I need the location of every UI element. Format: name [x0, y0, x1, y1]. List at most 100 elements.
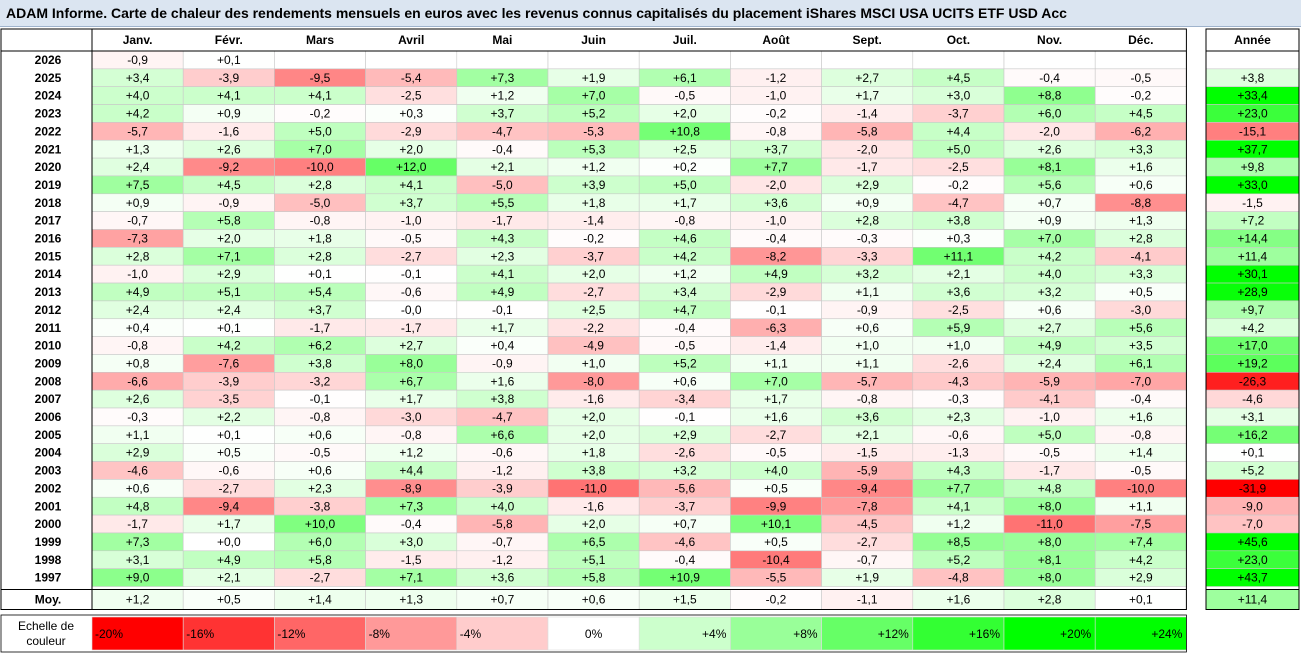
annual-value-2022: -15,1 — [1239, 124, 1267, 138]
value-2024-6: +7,0 — [582, 89, 606, 103]
value-2005-9: +2,1 — [855, 428, 879, 442]
cell-2026-6 — [547, 50, 640, 70]
page-title: ADAM Informe. Carte de chaleur des rende… — [6, 5, 1067, 21]
value-2022-7: +10,8 — [670, 124, 701, 138]
value-2010-10: +1,0 — [947, 339, 971, 353]
scale-label-1: -20% — [95, 627, 123, 641]
value-2015-2: +7,1 — [217, 249, 241, 263]
year-label-2017: 2017 — [35, 214, 62, 228]
value-2000-9: -4,5 — [857, 517, 878, 531]
annual-value-2007: -4,6 — [1242, 392, 1263, 406]
average-value-11: +2,8 — [1038, 593, 1062, 607]
value-2002-6: -11,0 — [580, 481, 607, 495]
value-2007-12: -0,4 — [1130, 392, 1151, 406]
average-value-9: -1,1 — [857, 593, 878, 607]
value-1997-9: +1,9 — [855, 571, 879, 585]
value-2023-6: +5,2 — [582, 107, 606, 121]
value-2005-1: +1,1 — [126, 428, 150, 442]
value-2012-11: +0,6 — [1038, 303, 1062, 317]
average-label: Moy. — [35, 593, 61, 607]
value-2009-10: -2,6 — [948, 356, 969, 370]
value-2021-4: +2,0 — [399, 142, 423, 156]
cell-2026-8 — [730, 50, 822, 70]
value-2004-3: -0,5 — [310, 446, 331, 460]
value-1999-7: -4,6 — [674, 535, 695, 549]
value-2022-5: -4,7 — [492, 124, 513, 138]
value-2017-8: -1,0 — [766, 214, 787, 228]
value-2025-11: -0,4 — [1039, 71, 1060, 85]
value-2015-9: -3,3 — [857, 249, 878, 263]
year-label-2001: 2001 — [35, 499, 62, 513]
annual-header: Année — [1234, 33, 1271, 47]
year-label-2022: 2022 — [35, 124, 62, 138]
value-2018-11: +0,7 — [1038, 196, 1062, 210]
value-1998-1: +3,1 — [126, 553, 150, 567]
value-2024-1: +4,0 — [126, 89, 150, 103]
value-1998-11: +8,1 — [1038, 553, 1062, 567]
value-2012-6: +2,5 — [582, 303, 606, 317]
value-2006-1: -0,3 — [127, 410, 148, 424]
value-2005-11: +5,0 — [1038, 428, 1062, 442]
year-label-2016: 2016 — [35, 232, 62, 246]
year-label-1999: 1999 — [35, 535, 62, 549]
year-label-2021: 2021 — [35, 142, 62, 156]
scale-label-7: +4% — [702, 627, 727, 641]
value-2014-5: +4,1 — [491, 267, 515, 281]
year-label-2010: 2010 — [35, 339, 62, 353]
year-label-2003: 2003 — [35, 464, 62, 478]
value-2001-11: +8,0 — [1038, 499, 1062, 513]
cell-2026-9 — [821, 50, 914, 70]
value-2018-2: -0,9 — [218, 196, 239, 210]
value-2010-7: -0,5 — [674, 339, 695, 353]
value-2004-6: +1,8 — [582, 446, 606, 460]
value-2025-7: +6,1 — [673, 71, 697, 85]
value-2014-9: +3,2 — [855, 267, 879, 281]
value-2016-1: -7,3 — [127, 232, 148, 246]
year-label-2004: 2004 — [35, 446, 62, 460]
value-2009-9: +1,1 — [855, 356, 879, 370]
value-2011-5: +1,7 — [491, 321, 515, 335]
annual-cell-2026 — [1205, 50, 1300, 70]
value-2024-12: -0,2 — [1130, 89, 1151, 103]
value-2025-9: +2,7 — [855, 71, 879, 85]
month-header-12: Déc. — [1128, 33, 1153, 47]
scale-swatch-6 — [547, 616, 640, 651]
value-2004-10: -1,3 — [948, 446, 969, 460]
month-header-9: Sept. — [853, 33, 882, 47]
value-2008-10: -4,3 — [948, 374, 969, 388]
value-2003-8: +4,0 — [764, 464, 788, 478]
value-2021-1: +1,3 — [126, 142, 150, 156]
value-2016-3: +1,8 — [308, 232, 332, 246]
scale-swatch-5 — [456, 616, 549, 651]
value-2005-4: -0,8 — [401, 428, 422, 442]
value-2024-3: +4,1 — [308, 89, 332, 103]
value-2007-5: +3,8 — [491, 392, 515, 406]
year-label-2006: 2006 — [35, 410, 62, 424]
year-label-2007: 2007 — [35, 392, 62, 406]
average-value-1: +1,2 — [126, 593, 150, 607]
annual-value-2008: -26,3 — [1239, 374, 1267, 388]
value-2016-12: +2,8 — [1129, 232, 1153, 246]
value-2002-3: +2,3 — [308, 481, 332, 495]
value-2015-1: +2,8 — [126, 249, 150, 263]
value-1999-6: +6,5 — [582, 535, 606, 549]
average-value-2: +0,5 — [217, 593, 241, 607]
year-label-2018: 2018 — [35, 196, 62, 210]
value-2011-4: -1,7 — [401, 321, 422, 335]
value-1999-8: +0,5 — [764, 535, 788, 549]
value-2011-6: -2,2 — [583, 321, 604, 335]
value-2023-11: +6,0 — [1038, 107, 1062, 121]
value-2016-7: +4,6 — [673, 232, 697, 246]
value-2020-2: -9,2 — [218, 160, 239, 174]
value-2005-5: +6,6 — [491, 428, 515, 442]
value-2001-2: -9,4 — [218, 499, 239, 513]
value-2022-1: -5,7 — [127, 124, 148, 138]
value-2020-5: +2,1 — [491, 160, 515, 174]
value-2004-7: -2,6 — [674, 446, 695, 460]
value-2017-4: -1,0 — [401, 214, 422, 228]
year-label-2000: 2000 — [35, 517, 62, 531]
value-2022-8: -0,8 — [766, 124, 787, 138]
value-2019-7: +5,0 — [673, 178, 697, 192]
value-2019-11: +5,6 — [1038, 178, 1062, 192]
value-2003-10: +4,3 — [947, 464, 971, 478]
